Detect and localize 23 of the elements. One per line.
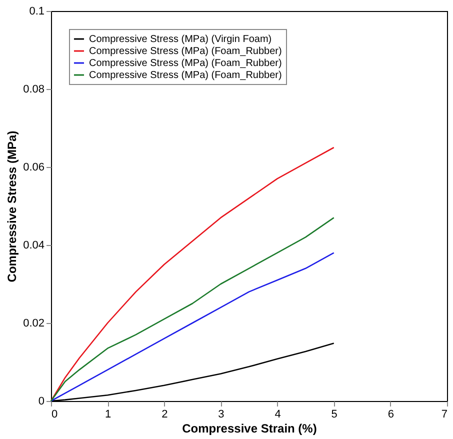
line-series bbox=[50, 252, 335, 402]
x-tick-label: 3 bbox=[218, 408, 224, 420]
y-tick-label: 0 bbox=[38, 396, 44, 408]
y-tick-label: 0.06 bbox=[23, 162, 44, 174]
x-tick-label: 0 bbox=[52, 408, 58, 420]
legend-label: Compressive Stress (MPa) (Foam_Rubber) bbox=[89, 58, 282, 69]
line-series bbox=[50, 217, 335, 402]
y-tick-label: 0.02 bbox=[23, 318, 44, 330]
line-series bbox=[50, 146, 335, 402]
y-tick-label: 0.08 bbox=[23, 84, 44, 96]
legend-label: Compressive Stress (MPa) (Foam_Rubber) bbox=[89, 46, 282, 57]
y-tick-label: 0.1 bbox=[29, 6, 44, 18]
x-tick-label: 2 bbox=[162, 408, 168, 420]
x-axis-title: Compressive Strain (%) bbox=[182, 422, 317, 436]
y-tick-label: 0.04 bbox=[23, 240, 44, 252]
x-tick-label: 7 bbox=[441, 408, 448, 420]
legend-label: Compressive Stress (MPa) (Foam_Rubber) bbox=[89, 70, 282, 81]
y-axis-title: Compressive Stress (MPa) bbox=[5, 130, 20, 282]
legend-label: Compressive Stress (MPa) (Virgin Foam) bbox=[89, 34, 272, 45]
x-tick-label: 5 bbox=[331, 408, 338, 420]
x-tick-label: 1 bbox=[105, 408, 112, 420]
x-tick-label: 6 bbox=[388, 408, 394, 420]
x-tick-label: 4 bbox=[274, 408, 281, 420]
